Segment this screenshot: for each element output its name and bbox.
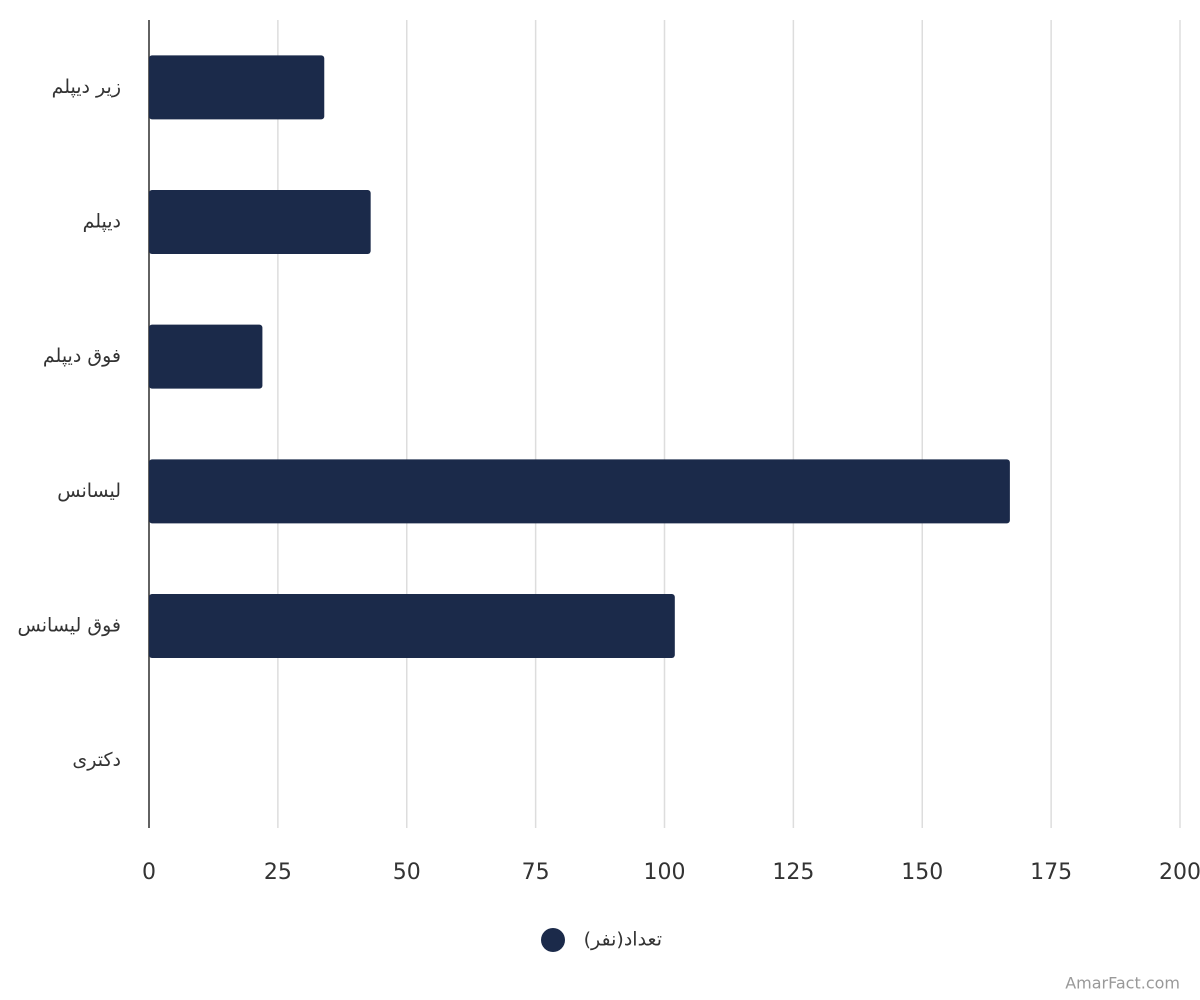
legend-marker — [541, 928, 565, 952]
x-tick-label: 175 — [1030, 860, 1072, 885]
watermark: AmarFact.com — [1065, 974, 1180, 993]
bar — [149, 459, 1010, 524]
bar — [149, 324, 263, 389]
y-tick-label: زیر دیپلم — [52, 76, 121, 98]
x-tick-label: 75 — [522, 860, 550, 885]
x-tick-label: 100 — [644, 860, 686, 885]
bar — [149, 55, 325, 120]
bar — [149, 594, 675, 658]
x-tick-label: 200 — [1159, 860, 1200, 885]
x-tick-label: 25 — [264, 860, 292, 885]
x-tick-label: 150 — [901, 860, 943, 885]
legend-label: تعداد(نفر) — [584, 929, 662, 951]
y-tick-label: فوق دیپلم — [43, 345, 121, 367]
y-tick-label: فوق لیسانس — [18, 615, 121, 637]
x-tick-label: 0 — [142, 860, 156, 885]
bar — [149, 190, 371, 254]
x-tick-label: 50 — [393, 860, 421, 885]
y-tick-label: دیپلم — [83, 211, 121, 233]
x-tick-label: 125 — [772, 860, 814, 885]
y-tick-label: دکتری — [72, 749, 121, 771]
y-tick-label: لیسانس — [57, 480, 121, 502]
